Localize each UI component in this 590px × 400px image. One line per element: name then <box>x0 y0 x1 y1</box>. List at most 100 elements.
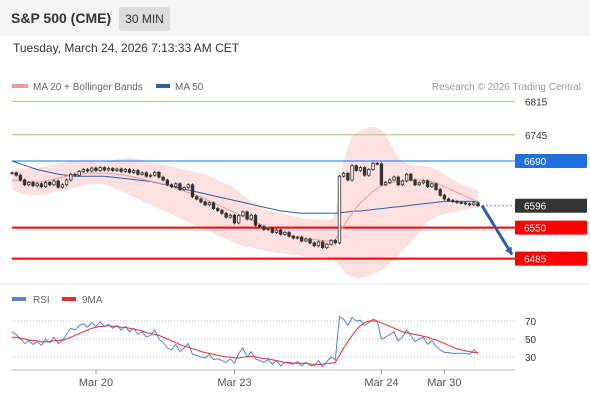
candle-body <box>425 180 430 188</box>
candle-body <box>455 201 459 203</box>
candle-body <box>451 200 455 202</box>
levels-layer <box>12 100 515 260</box>
candle-body <box>111 168 115 171</box>
header-bar: S&P 500 (CME) 30 MIN <box>0 0 590 36</box>
bb-legend-label: MA 20 + Bollinger Bands <box>33 82 143 93</box>
candle-body <box>22 179 27 186</box>
candle-body <box>132 170 136 173</box>
candle-body <box>383 181 388 186</box>
level-badge-6550 <box>515 220 587 235</box>
candle-body <box>337 175 342 244</box>
rsi-tick-70: 70 <box>525 317 537 328</box>
timeframe-button[interactable]: 30 MIN <box>119 7 170 31</box>
candle-body <box>241 211 245 217</box>
candle-body <box>404 173 409 182</box>
candle-body <box>73 173 77 176</box>
candle-body <box>258 224 262 228</box>
candle-body <box>358 167 363 171</box>
moving-average-layer <box>11 160 479 242</box>
candle-body <box>211 202 216 209</box>
candle-body <box>274 229 279 233</box>
candle-body <box>39 183 44 188</box>
rsi-tick-30: 30 <box>525 353 537 364</box>
candle-body <box>81 169 86 172</box>
candle-body <box>35 183 39 187</box>
candle-body <box>434 183 438 190</box>
bb-legend-swatch <box>12 84 28 88</box>
candle-body <box>253 214 258 226</box>
candle-body <box>354 165 358 171</box>
x-tick-label: Mar 20 <box>79 377 113 389</box>
candle-body <box>31 181 35 187</box>
candle-body <box>182 187 186 190</box>
level-label-6745: 6745 <box>525 131 548 142</box>
ma50-line <box>11 160 478 214</box>
level-label-6550: 6550 <box>524 224 547 235</box>
rsi-ma-legend-swatch <box>62 297 76 301</box>
candle-body <box>14 172 18 176</box>
candle-body <box>400 180 405 186</box>
candle-body <box>446 198 451 201</box>
candle-body <box>144 172 149 177</box>
candle-body <box>174 183 178 188</box>
level-label-6690: 6690 <box>524 157 547 168</box>
candle-body <box>140 172 144 175</box>
candle-body <box>52 180 56 186</box>
candle-body <box>304 238 308 242</box>
candle-body <box>232 214 237 224</box>
candle-body <box>329 240 333 245</box>
candle-body <box>392 176 396 181</box>
level-label-6596: 6596 <box>524 202 547 213</box>
candle-body <box>308 238 312 244</box>
level-badge-6485 <box>515 251 587 266</box>
candle-body <box>224 212 228 218</box>
candle-body <box>249 214 253 220</box>
candle-body <box>190 184 195 198</box>
candle-body <box>341 172 346 177</box>
candle-body <box>237 215 241 224</box>
candle-body <box>77 171 81 176</box>
candle-body <box>90 167 94 172</box>
candle-body <box>350 165 354 181</box>
candle-body <box>287 231 291 237</box>
candle-body <box>207 202 211 206</box>
candle-body <box>291 235 295 239</box>
candle-body <box>430 183 434 188</box>
candle-body <box>216 208 220 211</box>
candle-body <box>295 236 300 239</box>
candle-body <box>375 162 379 165</box>
candle-body <box>228 214 232 218</box>
candle-body <box>127 169 132 173</box>
candle-body <box>279 229 283 235</box>
candle-body <box>195 196 199 200</box>
candle-body <box>467 203 472 206</box>
candles-layer <box>10 161 480 250</box>
level-label-6815: 6815 <box>525 97 548 108</box>
rsi-tick-50: 50 <box>525 335 537 346</box>
candle-body <box>48 181 52 186</box>
candle-body <box>60 184 65 188</box>
projection-layer <box>480 204 514 256</box>
candle-body <box>56 180 60 188</box>
candle-body <box>69 173 73 181</box>
candle-body <box>94 167 98 171</box>
candle-body <box>371 162 375 170</box>
ma50-legend-swatch <box>156 84 170 88</box>
candle-body <box>333 240 337 244</box>
candle-body <box>10 172 14 175</box>
rsi-ma-line <box>12 320 478 365</box>
candle-body <box>203 201 207 206</box>
candle-body <box>245 211 249 220</box>
candle-body <box>98 167 102 171</box>
candle-body <box>178 183 182 190</box>
candle-body <box>27 181 31 186</box>
candle-body <box>43 181 48 188</box>
candle-body <box>119 168 123 172</box>
candle-body <box>153 171 157 176</box>
rsi-legend-label: RSI <box>33 295 50 306</box>
candle-body <box>266 228 270 230</box>
rsi-line <box>11 315 479 368</box>
level-badge-6690 <box>515 153 587 168</box>
copyright-label: Research © 2026 Trading Central <box>432 82 581 93</box>
